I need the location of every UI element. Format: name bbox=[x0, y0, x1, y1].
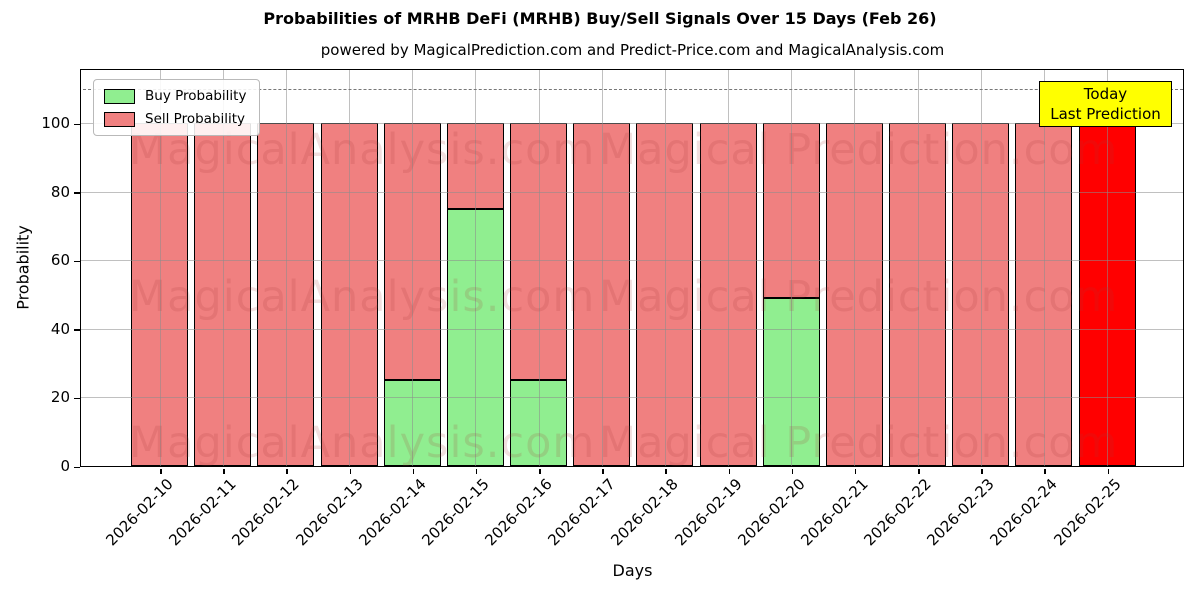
threshold-dashed-line bbox=[81, 88, 1183, 90]
vertical-gridline bbox=[412, 70, 414, 466]
x-tick-mark bbox=[412, 468, 415, 474]
y-tick-label: 20 bbox=[50, 388, 70, 407]
y-tick-mark bbox=[74, 397, 80, 400]
x-tick-mark bbox=[854, 468, 857, 474]
x-tick-mark bbox=[286, 468, 288, 474]
vertical-gridline bbox=[538, 70, 540, 466]
y-tick-label: 80 bbox=[50, 182, 70, 201]
legend-buy-label: Buy Probability bbox=[145, 88, 247, 104]
vertical-gridline bbox=[917, 70, 919, 466]
x-tick-mark bbox=[539, 468, 541, 474]
vertical-gridline bbox=[1043, 70, 1045, 466]
x-tick-mark bbox=[475, 468, 478, 474]
watermark-text: MagicalAnalysis.com bbox=[129, 271, 596, 322]
y-tick-mark bbox=[74, 260, 80, 263]
watermark-text: MagicalAnalysis.com bbox=[129, 417, 596, 467]
x-tick-mark bbox=[791, 468, 794, 474]
chart-title: Probabilities of MRHB DeFi (MRHB) Buy/Se… bbox=[263, 9, 937, 28]
y-tick-mark bbox=[74, 123, 80, 125]
legend-item-sell: Sell Probability bbox=[104, 111, 246, 127]
plot-area: Buy Probability Sell Probability Today L… bbox=[80, 69, 1184, 467]
horizontal-gridline bbox=[81, 191, 1183, 193]
horizontal-gridline bbox=[81, 397, 1183, 399]
x-axis-label: Days bbox=[612, 561, 653, 580]
x-tick-mark bbox=[223, 468, 225, 474]
y-tick-mark bbox=[74, 466, 80, 468]
vertical-gridline bbox=[349, 70, 350, 466]
y-tick-mark bbox=[74, 329, 80, 331]
vertical-gridline bbox=[601, 70, 603, 466]
y-tick-label: 40 bbox=[50, 319, 70, 338]
horizontal-gridline bbox=[81, 123, 1183, 124]
y-tick-mark bbox=[74, 192, 80, 194]
y-tick-label: 60 bbox=[50, 251, 70, 270]
today-annotation-line1: Today bbox=[1083, 85, 1128, 103]
chart-subtitle: powered by MagicalPrediction.com and Pre… bbox=[320, 41, 945, 59]
watermark-text: Magical Prediction.com bbox=[599, 417, 1119, 467]
x-tick-mark bbox=[602, 468, 604, 474]
watermark-text: Magical Prediction.com bbox=[599, 271, 1119, 322]
watermark-text: Magical Prediction.com bbox=[599, 124, 1119, 175]
x-tick-mark bbox=[1107, 468, 1110, 474]
vertical-gridline bbox=[159, 70, 161, 466]
y-tick-label: 100 bbox=[41, 114, 70, 132]
vertical-gridline bbox=[1107, 70, 1109, 466]
horizontal-gridline bbox=[81, 260, 1183, 262]
vertical-gridline bbox=[854, 70, 856, 466]
horizontal-gridline bbox=[81, 328, 1183, 330]
x-tick-mark bbox=[728, 468, 730, 474]
vertical-gridline bbox=[791, 70, 793, 466]
vertical-gridline bbox=[285, 70, 287, 466]
legend: Buy Probability Sell Probability bbox=[93, 79, 261, 136]
x-tick-mark bbox=[918, 468, 920, 474]
x-tick-mark bbox=[981, 468, 983, 474]
x-tick-mark bbox=[665, 468, 667, 474]
sell-swatch bbox=[104, 111, 135, 127]
vertical-gridline bbox=[664, 70, 666, 466]
buy-swatch bbox=[104, 88, 135, 104]
vertical-gridline bbox=[728, 70, 729, 466]
x-tick-mark bbox=[349, 468, 351, 474]
vertical-gridline bbox=[980, 70, 982, 466]
vertical-gridline bbox=[475, 70, 477, 466]
x-tick-mark bbox=[1044, 468, 1046, 474]
today-annotation-line2: Last Prediction bbox=[1050, 105, 1161, 123]
x-tick-mark bbox=[160, 468, 162, 474]
y-tick-label: 0 bbox=[60, 457, 70, 475]
today-annotation: Today Last Prediction bbox=[1039, 81, 1172, 127]
legend-item-buy: Buy Probability bbox=[104, 88, 246, 104]
legend-sell-label: Sell Probability bbox=[145, 111, 246, 127]
vertical-gridline bbox=[222, 70, 224, 466]
